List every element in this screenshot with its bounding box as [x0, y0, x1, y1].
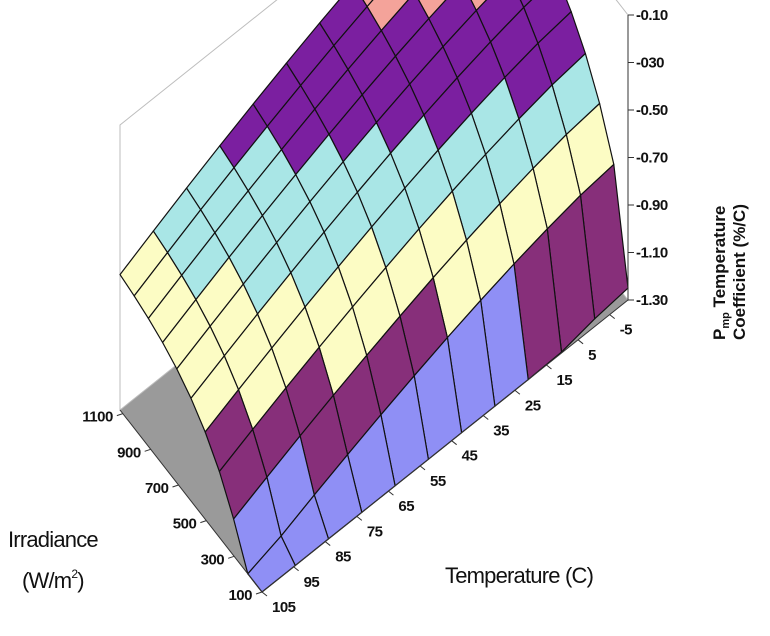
- y-tick-label: 300: [201, 551, 225, 568]
- x-tick-label: 15: [556, 372, 572, 389]
- z-tick-label: -030: [636, 55, 664, 72]
- surface-mesh: [119, 0, 629, 593]
- x-tick-label: 75: [367, 523, 383, 540]
- x-tick-mark: [293, 566, 299, 572]
- x-tick-mark: [609, 314, 616, 319]
- y-tick-mark: [116, 413, 123, 417]
- x-tick-mark: [451, 440, 457, 446]
- z-tick-label: -0.10: [636, 7, 668, 24]
- y-tick-label: 700: [145, 480, 169, 497]
- x-tick-mark: [388, 490, 394, 496]
- y-axis-line: [119, 409, 263, 593]
- x-tick-label: 65: [398, 498, 414, 515]
- y-tick-label: 900: [117, 444, 141, 461]
- x-tick-mark: [419, 465, 426, 471]
- x-tick-mark: [482, 415, 489, 420]
- z-axis-title: Pmp Temperature Coefficient (%/C): [710, 204, 749, 340]
- z-tick-label: -0.50: [636, 102, 668, 119]
- y-tick-mark: [255, 591, 263, 595]
- y-tick-mark: [172, 484, 179, 488]
- tick-labels: 105 95 85 75 65 55 45 35 25 15 5 -5 1100 900 700 500 300…: [82, 7, 668, 616]
- z-tick-label: -0.70: [636, 150, 668, 167]
- surface-cell: [470, 0, 488, 12]
- z-tick-label: -1.10: [636, 245, 668, 262]
- x-tick-mark: [546, 364, 552, 370]
- x-tick-mark: [577, 339, 584, 345]
- x-tick-label: 105: [272, 599, 296, 616]
- surface-cell: [362, 0, 374, 8]
- x-axis-line: [261, 299, 629, 593]
- y-axis-title-line1: Irradiance: [8, 527, 98, 552]
- x-tick-mark: [324, 541, 331, 546]
- x-tick-label: 35: [493, 422, 509, 439]
- x-tick-label: 25: [525, 397, 541, 414]
- y-tick-label: 1100: [82, 409, 113, 426]
- x-tick-label: 85: [335, 549, 351, 566]
- y-tick-mark: [228, 555, 235, 559]
- y-axis-title-line2: (W/m2): [22, 567, 84, 593]
- x-tick-label: 5: [588, 347, 596, 364]
- x-tick-label: 55: [430, 473, 446, 490]
- y-tick-mark: [144, 448, 151, 452]
- z-tick-label: -0.90: [636, 197, 668, 214]
- x-tick-label: 95: [304, 574, 320, 591]
- x-tick-mark: [261, 591, 268, 597]
- y-tick-label: 500: [173, 516, 197, 533]
- y-tick-mark: [200, 520, 207, 524]
- z-tick-label: -1.30: [636, 292, 668, 309]
- x-axis-title: Temperature (C): [445, 563, 593, 588]
- x-tick-mark: [514, 389, 521, 395]
- x-tick-label: -5: [620, 322, 632, 339]
- x-tick-mark: [356, 515, 363, 521]
- svg-text:Pmp Temperature: Pmp Temperature: [710, 206, 732, 340]
- x-tick-label: 45: [462, 448, 478, 465]
- y-tick-label: 100: [228, 587, 252, 604]
- svg-text:Coefficient (%/C): Coefficient (%/C): [730, 204, 749, 340]
